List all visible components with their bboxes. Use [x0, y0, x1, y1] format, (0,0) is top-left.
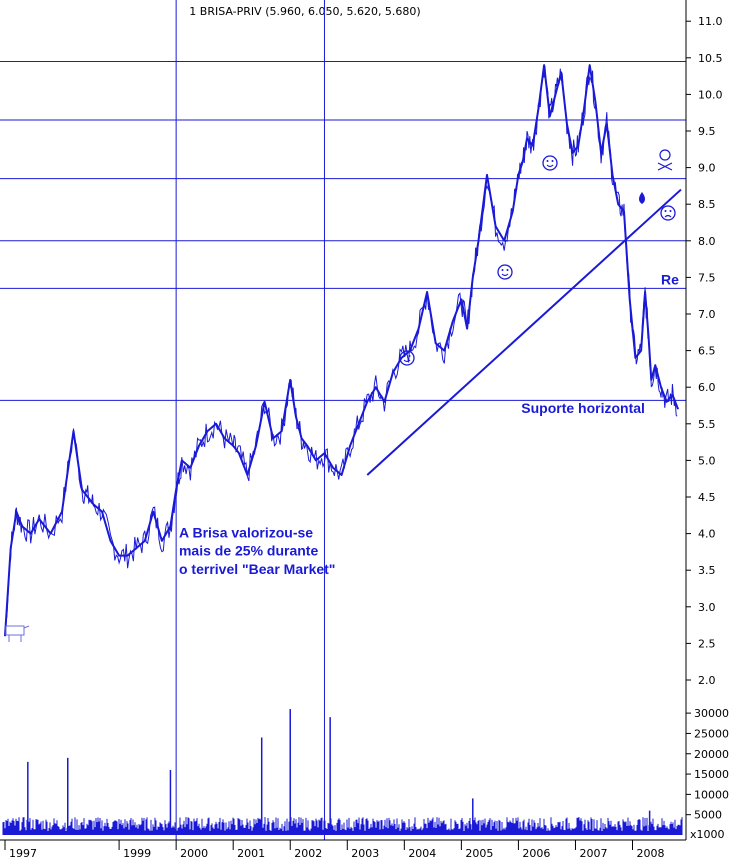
face-eye: [501, 269, 504, 271]
x-tick-label: 2001: [237, 847, 265, 860]
y-tick-label: 5.5: [698, 418, 716, 431]
face-eye: [551, 160, 554, 162]
volume-tick-label: 30000: [694, 707, 729, 720]
bull-body: [5, 625, 25, 636]
x-axis: 1997 1999 2000 2001 2002 2003 2004 2005 2006 2007…: [4, 840, 665, 860]
drop-icon: [639, 192, 645, 204]
y-tick-label: 9.0: [698, 162, 716, 175]
x-tick-label: 2003: [351, 847, 379, 860]
y-tick-label: 4.5: [698, 491, 716, 504]
face-outline: [542, 155, 558, 171]
chart-title: 1 BRISA-PRIV (5.960, 6.050, 5.620, 5.680…: [189, 5, 420, 18]
horizontal-resistance-lines: [0, 60, 686, 401]
face-eye: [546, 160, 549, 162]
smiley-icon: [399, 350, 415, 366]
y-tick-label: 2.5: [698, 637, 716, 650]
x-tick-label: 2000: [180, 847, 208, 860]
smiley-icon: [542, 155, 558, 171]
y-tick-label: 4.0: [698, 528, 716, 541]
volume-tick-label: 15000: [694, 768, 729, 781]
annotation-text: A Brisa valorizou-se: [179, 524, 313, 540]
x-tick-label: 1997: [9, 847, 37, 860]
y-tick-label: 3.5: [698, 564, 716, 577]
annotation-text: o terrivel "Bear Market": [179, 561, 335, 577]
face-eye: [669, 210, 672, 212]
face-outline: [660, 205, 676, 221]
y-tick-label: 7.0: [698, 308, 716, 321]
x-tick-label: 2008: [637, 847, 665, 860]
vertical-reference-lines: [175, 0, 325, 840]
y-tick-label: 10.0: [698, 88, 723, 101]
face-mouth: [501, 273, 509, 277]
face-eye: [664, 210, 667, 212]
x-tick-label: 2004: [408, 847, 436, 860]
x-tick-label: 2006: [522, 847, 550, 860]
annotation-text: Re: [661, 272, 679, 288]
bull-icon: [5, 625, 30, 642]
y-tick-label: 6.5: [698, 345, 716, 358]
volume-bars: [2, 709, 683, 835]
y-tick-label: 9.5: [698, 125, 716, 138]
y-tick-label: 8.5: [698, 198, 716, 211]
skull-icon: [657, 149, 673, 171]
chart-annotations: A Brisa valorizou-se mais de 25% durante o…: [179, 272, 679, 577]
volume-tick-label: 20000: [694, 748, 729, 761]
x-tick-label: 1999: [123, 847, 151, 860]
volume-unit-label: x1000: [690, 828, 725, 841]
volume-tick-label: 10000: [694, 788, 729, 801]
price-series: [4, 64, 680, 637]
face-outline: [497, 264, 513, 280]
y-tick-label: 8.0: [698, 235, 716, 248]
sad-face-icon: [660, 205, 676, 221]
x-tick-label: 2005: [465, 847, 493, 860]
y-tick-label: 11.0: [698, 15, 723, 28]
skull-bones: [657, 162, 673, 171]
support-trendline: [366, 188, 682, 476]
face-eye: [403, 355, 406, 357]
y-tick-label: 10.5: [698, 52, 723, 65]
y-tick-label: 6.0: [698, 381, 716, 394]
volume-tick-label: 25000: [694, 727, 729, 740]
face-mouth: [546, 164, 554, 168]
face-eye: [506, 269, 509, 271]
skull-head: [659, 149, 671, 161]
annotation-text: Suporte horizontal: [521, 400, 645, 416]
bull-legs: [8, 625, 30, 642]
y-axis: 2.0 2.5 3.0 3.5 4.0 4.5 5.0 5.5 6.0 6.5 7.0 7.5 8.0 8…: [0, 0, 723, 841]
y-tick-label: 3.0: [698, 601, 716, 614]
face-outline: [399, 350, 415, 366]
smiley-icon: [497, 264, 513, 280]
y-tick-label: 7.5: [698, 271, 716, 284]
face-eye: [408, 355, 411, 357]
price-detail-line: [4, 66, 678, 637]
x-tick-label: 2002: [294, 847, 322, 860]
annotation-text: mais de 25% durante: [179, 543, 318, 559]
face-mouth: [664, 214, 672, 218]
x-tick-label: 2007: [579, 847, 607, 860]
drop-shape: [639, 192, 645, 204]
volume-tick-label: 5000: [694, 809, 722, 822]
trendline: [366, 188, 682, 476]
y-tick-label: 5.0: [698, 454, 716, 467]
y-tick-label: 2.0: [698, 674, 716, 687]
volume-axis: 30000 25000 20000 15000 10000 5000 x1000: [686, 707, 729, 841]
face-mouth: [403, 359, 411, 363]
chart-icons: [5, 149, 676, 642]
